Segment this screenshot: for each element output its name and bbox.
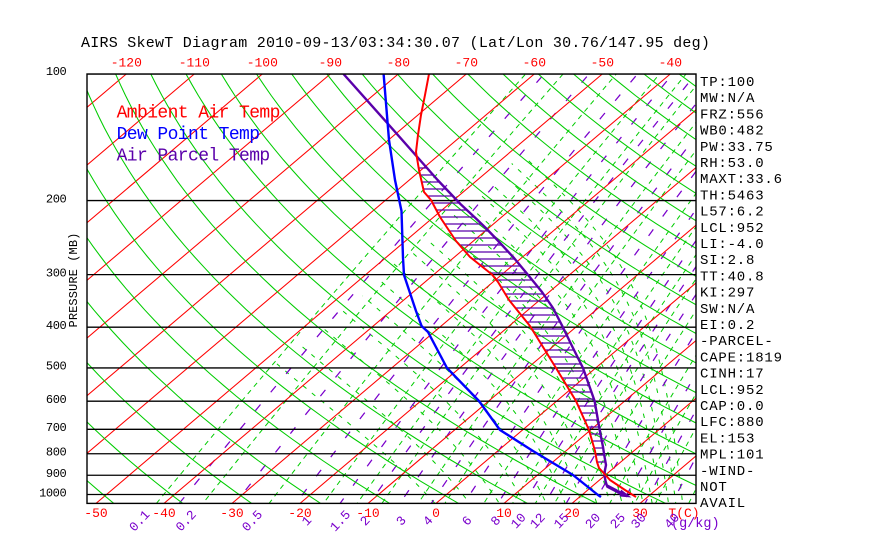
svg-text:20: 20 [564, 506, 580, 521]
svg-text:-PARCEL-: -PARCEL- [700, 334, 774, 350]
svg-text:-80: -80 [387, 56, 410, 71]
svg-text:Ambient Air Temp: Ambient Air Temp [117, 104, 280, 124]
svg-text:T(C): T(C) [668, 506, 699, 521]
svg-text:10: 10 [496, 506, 512, 521]
svg-text:SI:2.8: SI:2.8 [700, 253, 755, 269]
svg-text:800: 800 [46, 446, 67, 460]
svg-text:MPL:101: MPL:101 [700, 448, 764, 464]
svg-text:600: 600 [46, 393, 67, 407]
svg-text:CAP:0.0: CAP:0.0 [700, 399, 764, 415]
svg-text:MAXT:33.6: MAXT:33.6 [700, 172, 783, 188]
svg-text:SW:N/A: SW:N/A [700, 302, 755, 318]
svg-text:100: 100 [46, 65, 67, 79]
svg-text:TP:100: TP:100 [700, 75, 755, 91]
svg-text:-110: -110 [179, 56, 210, 71]
svg-text:L57:6.2: L57:6.2 [700, 205, 764, 221]
svg-text:EI:0.2: EI:0.2 [700, 318, 755, 334]
svg-text:(g/kg): (g/kg) [671, 517, 720, 532]
svg-text:-60: -60 [523, 56, 546, 71]
svg-text:900: 900 [46, 467, 67, 481]
svg-text:Dew Point Temp: Dew Point Temp [117, 125, 260, 145]
svg-text:300: 300 [46, 266, 67, 280]
svg-text:-70: -70 [455, 56, 478, 71]
svg-text:700: 700 [46, 421, 67, 435]
svg-text:AVAIL: AVAIL [700, 496, 746, 512]
svg-text:RH:53.0: RH:53.0 [700, 156, 764, 172]
svg-text:AIRS SkewT Diagram 2010-09-13/: AIRS SkewT Diagram 2010-09-13/03:34:30.0… [81, 35, 710, 52]
svg-text:TH:5463: TH:5463 [700, 188, 764, 204]
svg-text:1000: 1000 [39, 486, 66, 500]
svg-text:30: 30 [632, 506, 648, 521]
svg-text:-120: -120 [111, 56, 142, 71]
svg-text:Air Parcel Temp: Air Parcel Temp [117, 147, 270, 167]
svg-text:200: 200 [46, 192, 67, 206]
svg-text:LI:-4.0: LI:-4.0 [700, 237, 764, 253]
svg-text:400: 400 [46, 319, 67, 333]
svg-text:TT:40.8: TT:40.8 [700, 269, 764, 285]
svg-text:-WIND-: -WIND- [700, 464, 755, 480]
svg-text:-10: -10 [356, 506, 379, 521]
svg-text:EL:153: EL:153 [700, 431, 755, 447]
svg-text:FRZ:556: FRZ:556 [700, 107, 764, 123]
svg-text:-50: -50 [84, 506, 107, 521]
svg-text:CAPE:1819: CAPE:1819 [700, 350, 783, 366]
svg-text:-30: -30 [220, 506, 243, 521]
svg-text:0: 0 [432, 506, 440, 521]
svg-text:CINH:17: CINH:17 [700, 367, 764, 383]
svg-text:LCL:952: LCL:952 [700, 383, 764, 399]
svg-text:-90: -90 [319, 56, 342, 71]
svg-text:LCL:952: LCL:952 [700, 221, 764, 237]
svg-text:-100: -100 [247, 56, 278, 71]
svg-text:-40: -40 [659, 56, 682, 71]
svg-text:500: 500 [46, 360, 67, 374]
svg-text:LFC:880: LFC:880 [700, 415, 764, 431]
svg-text:PRESSURE (MB): PRESSURE (MB) [67, 233, 81, 328]
svg-text:WB0:482: WB0:482 [700, 124, 764, 140]
svg-text:-40: -40 [152, 506, 175, 521]
svg-text:-20: -20 [288, 506, 311, 521]
svg-text:KI:297: KI:297 [700, 286, 755, 302]
svg-text:NOT: NOT [700, 480, 728, 496]
svg-text:PW:33.75: PW:33.75 [700, 140, 774, 156]
svg-text:-50: -50 [591, 56, 614, 71]
svg-text:MW:N/A: MW:N/A [700, 91, 755, 107]
